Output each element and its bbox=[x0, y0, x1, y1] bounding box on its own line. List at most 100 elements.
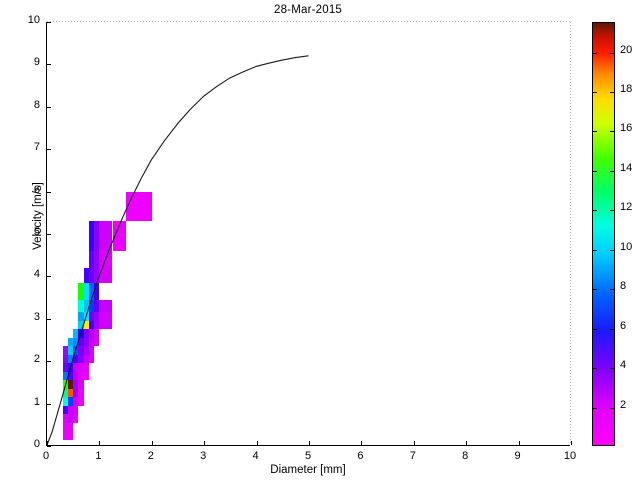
x-tick bbox=[204, 441, 206, 445]
x-tick bbox=[571, 441, 572, 445]
colorbar-tick bbox=[593, 92, 597, 94]
y-tick bbox=[47, 22, 51, 23]
colorbar-tick-label: 4 bbox=[620, 359, 627, 372]
x-tick-label: 4 bbox=[252, 450, 259, 462]
colorbar-tick-label: 18 bbox=[620, 83, 633, 96]
x-tick-label: 3 bbox=[200, 450, 207, 462]
heatmap-cell bbox=[78, 388, 84, 398]
heatmap-plot-area[interactable] bbox=[47, 22, 570, 445]
colorbar-tick-label: 2 bbox=[620, 398, 627, 411]
heatmap-cell bbox=[83, 371, 89, 381]
heatmap-cell bbox=[67, 422, 74, 432]
y-tick-label: 10 bbox=[27, 14, 40, 26]
y-tick bbox=[47, 191, 51, 193]
y-tick bbox=[47, 403, 51, 405]
colorbar-tick-label: 14 bbox=[620, 161, 633, 174]
x-tick-label: 1 bbox=[95, 450, 102, 462]
heatmap-cell bbox=[88, 346, 95, 355]
colorbar-tick bbox=[610, 407, 614, 409]
y-tick-label: 4 bbox=[33, 268, 40, 281]
y-axis-label: Velocity [m/s] bbox=[32, 182, 44, 250]
x-tick bbox=[518, 441, 520, 445]
x-tick-label: 0 bbox=[42, 450, 50, 462]
colorbar-tick bbox=[593, 368, 597, 370]
x-tick bbox=[413, 441, 415, 445]
heatmap-cell bbox=[94, 329, 100, 338]
colorbar-tick bbox=[593, 210, 597, 212]
y-tick bbox=[47, 276, 51, 278]
colorbar-tick-label: 6 bbox=[620, 319, 627, 332]
colorbar-tick bbox=[610, 92, 614, 94]
heatmap-cell bbox=[73, 405, 79, 415]
colorbar-tick bbox=[610, 52, 614, 54]
heatmap-cell bbox=[99, 312, 113, 321]
y-tick bbox=[47, 106, 51, 108]
y-tick bbox=[47, 446, 51, 447]
colorbar-tick bbox=[593, 328, 597, 330]
x-tick bbox=[151, 441, 153, 445]
y-tick-label: 3 bbox=[33, 310, 40, 323]
y-tick-label: 0 bbox=[33, 438, 40, 450]
heatmap-cell bbox=[83, 363, 89, 372]
x-tick bbox=[361, 441, 363, 445]
x-tick bbox=[466, 441, 468, 445]
colorbar-tick bbox=[610, 249, 614, 251]
x-tick-label: 2 bbox=[147, 450, 154, 462]
y-tick-label: 8 bbox=[33, 98, 40, 111]
heatmap-cell bbox=[94, 337, 100, 347]
x-tick-label: 9 bbox=[514, 450, 521, 462]
colorbar-tick bbox=[593, 131, 597, 133]
y-tick-label: 6 bbox=[33, 183, 40, 196]
colorbar-tick bbox=[610, 170, 614, 172]
colorbar-tick bbox=[593, 52, 597, 54]
heatmap-cell bbox=[112, 221, 126, 251]
y-tick-label: 1 bbox=[33, 395, 40, 408]
y-tick bbox=[47, 361, 51, 363]
heatmap-cell bbox=[99, 267, 113, 283]
y-tick bbox=[47, 234, 51, 235]
colorbar-tick-label: 12 bbox=[620, 201, 633, 214]
colorbar-tick bbox=[610, 328, 614, 330]
colorbar[interactable] bbox=[592, 22, 615, 446]
x-tick-label: 5 bbox=[304, 450, 312, 462]
y-tick bbox=[47, 64, 51, 66]
x-tick bbox=[99, 441, 101, 445]
y-tick-label: 7 bbox=[33, 141, 40, 154]
colorbar-gradient bbox=[593, 23, 614, 445]
heatmap-cell bbox=[99, 299, 113, 313]
heatmap-cell bbox=[73, 414, 79, 423]
x-tick bbox=[47, 441, 48, 445]
colorbar-tick-label: 10 bbox=[620, 240, 633, 253]
heatmap-cell bbox=[67, 431, 74, 440]
x-tick-label: 7 bbox=[409, 450, 416, 462]
plot-axes[interactable] bbox=[46, 21, 572, 447]
colorbar-tick bbox=[593, 170, 597, 172]
x-tick-label: 10 bbox=[563, 450, 577, 462]
y-tick-label: 9 bbox=[33, 56, 40, 69]
x-tick bbox=[309, 441, 310, 445]
colorbar-tick-label: 8 bbox=[620, 280, 627, 293]
colorbar-tick-label: 20 bbox=[620, 43, 633, 56]
heatmap-cell bbox=[99, 320, 113, 330]
heatmap-cell bbox=[94, 282, 100, 300]
colorbar-tick-label: 16 bbox=[620, 122, 633, 135]
heatmap-cell bbox=[125, 191, 152, 222]
y-tick-label: 5 bbox=[33, 226, 40, 238]
heatmap-cell bbox=[88, 354, 95, 364]
axes-top-border bbox=[47, 21, 570, 22]
colorbar-tick bbox=[610, 368, 614, 370]
colorbar-tick bbox=[610, 210, 614, 212]
heatmap-cell bbox=[99, 250, 113, 268]
y-tick bbox=[47, 149, 51, 151]
x-tick-label: 8 bbox=[462, 450, 469, 462]
heatmap-cell bbox=[99, 221, 113, 251]
heatmap-cell bbox=[78, 380, 84, 389]
y-tick-label: 2 bbox=[33, 353, 40, 366]
heatmap-cell bbox=[78, 397, 84, 406]
colorbar-tick bbox=[610, 289, 614, 291]
page-title: 28-Mar-2015 bbox=[273, 4, 343, 16]
x-axis-label: Diameter [mm] bbox=[270, 464, 346, 476]
colorbar-tick bbox=[593, 289, 597, 291]
axes-right-border bbox=[570, 22, 571, 445]
